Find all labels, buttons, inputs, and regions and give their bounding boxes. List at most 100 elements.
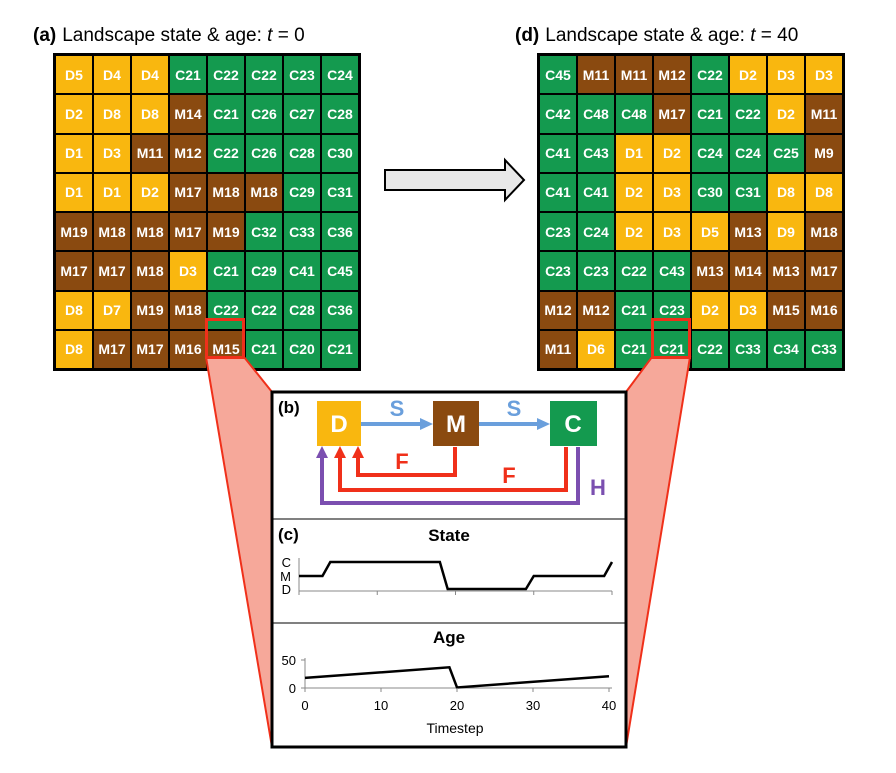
landscape-t40-cell: C21	[691, 94, 729, 134]
landscape-t0-cell: C26	[245, 94, 283, 134]
succession-arrowhead-1	[420, 418, 433, 430]
landscape-t40-cell: C23	[539, 212, 577, 252]
landscape-t40-cell: C41	[539, 172, 577, 212]
landscape-t40-cell: C43	[577, 133, 615, 173]
age-x-tick-label: 40	[602, 698, 616, 713]
landscape-t0-cell: M18	[169, 290, 207, 330]
landscape-t0-cell: C41	[283, 251, 321, 291]
fire-label-2: F	[502, 463, 515, 488]
landscape-t0-cell: C21	[245, 329, 283, 369]
landscape-t0-cell: M17	[93, 251, 131, 291]
landscape-t0-cell: D8	[55, 329, 93, 369]
succession-label-1: S	[390, 396, 405, 421]
landscape-t0-cell: D8	[131, 94, 169, 134]
landscape-t0-cell: D1	[55, 172, 93, 212]
landscape-t40-cell: C33	[805, 329, 843, 369]
age-series-line	[304, 665, 610, 689]
harvest-arrow	[320, 447, 580, 505]
panel-a-title-prefix: Landscape state & age:	[62, 25, 268, 46]
landscape-t0-cell: C21	[321, 329, 359, 369]
landscape-t0-cell: M17	[93, 329, 131, 369]
landscape-t40-cell: C24	[691, 133, 729, 173]
age-x-tick-label: 20	[450, 698, 464, 713]
landscape-t40-cell: C48	[615, 94, 653, 134]
time-arrow-icon	[384, 157, 526, 203]
age-x-tick-label: 0	[301, 698, 308, 713]
fire-arrowhead-mature	[352, 446, 364, 458]
panel-b-label: (b)	[278, 398, 300, 417]
landscape-t40-cell: C30	[691, 172, 729, 212]
landscape-t40-cell: C34	[767, 329, 805, 369]
landscape-t40-cell: M11	[805, 94, 843, 134]
state-label-m: M	[446, 411, 466, 438]
landscape-t0-cell: D8	[55, 290, 93, 330]
panel-a-title-suffix: = 0	[272, 25, 305, 46]
fire-arrow-from-climax	[338, 447, 568, 492]
landscape-t40-cell: D6	[577, 329, 615, 369]
landscape-t0-cell: C33	[283, 212, 321, 252]
landscape-t0-cell: D3	[169, 251, 207, 291]
landscape-t0-cell: M18	[207, 172, 245, 212]
landscape-t0-cell: C27	[283, 94, 321, 134]
state-y-tick-label: D	[282, 582, 291, 597]
landscape-t0-cell: C29	[245, 251, 283, 291]
landscape-t0-cell: M17	[131, 329, 169, 369]
landscape-t0-cell: C22	[207, 133, 245, 173]
landscape-t0-cell: C22	[207, 55, 245, 95]
age-x-tick-label: 10	[374, 698, 388, 713]
landscape-t40-cell: C45	[539, 55, 577, 95]
landscape-t40-cell: M11	[539, 329, 577, 369]
landscape-t0-cell: D8	[93, 94, 131, 134]
landscape-t0-cell: C24	[321, 55, 359, 95]
landscape-t40-cell: C22	[615, 251, 653, 291]
harvest-label: H	[590, 475, 606, 500]
landscape-t40-cell: D2	[767, 94, 805, 134]
panel-d-title-prefix: Landscape state & age:	[545, 25, 751, 46]
state-y-tick-label: M	[280, 569, 291, 584]
landscape-t40-cell: D3	[653, 172, 691, 212]
landscape-t40-cell: C21	[615, 290, 653, 330]
state-box-disturbed	[317, 401, 361, 446]
landscape-t40-cell: M12	[539, 290, 577, 330]
landscape-t40-cell: C43	[653, 251, 691, 291]
landscape-t40-cell: D3	[767, 55, 805, 95]
landscape-t0-cell: C36	[321, 212, 359, 252]
landscape-t0-cell: M11	[131, 133, 169, 173]
landscape-t40-cell: C23	[539, 251, 577, 291]
landscape-t40-cell: C22	[691, 329, 729, 369]
age-y-tick-label: 0	[289, 681, 296, 696]
landscape-t0-cell: C36	[321, 290, 359, 330]
succession-label-2: S	[507, 396, 522, 421]
state-box-mature	[433, 401, 479, 446]
landscape-t0-cell: D4	[131, 55, 169, 95]
landscape-t0-cell: D1	[93, 172, 131, 212]
fire-arrow-from-mature	[356, 447, 457, 477]
panel-d-time-variable: t	[750, 25, 756, 46]
landscape-t0-cell: C31	[321, 172, 359, 212]
landscape-t40-cell: D2	[615, 212, 653, 252]
state-label-d: D	[330, 411, 347, 438]
landscape-t0-cell: C30	[321, 133, 359, 173]
landscape-t40-cell: C48	[577, 94, 615, 134]
landscape-t40-cell: D8	[767, 172, 805, 212]
panel-d-title: (d) Landscape state & age: t = 40	[515, 25, 798, 47]
landscape-t40-cell: C23	[577, 251, 615, 291]
landscape-t40-cell: D3	[805, 55, 843, 95]
fire-arrowhead-climax	[334, 446, 346, 458]
state-y-tick-label: C	[282, 555, 291, 570]
landscape-t40-cell: D3	[729, 290, 767, 330]
landscape-t40-cell: C22	[729, 94, 767, 134]
highlight-cell-t40	[651, 318, 691, 359]
landscape-t40-cell: D9	[767, 212, 805, 252]
landscape-t0-cell: D5	[55, 55, 93, 95]
landscape-t0-cell: C28	[321, 94, 359, 134]
landscape-t40-cell: M9	[805, 133, 843, 173]
landscape-grid-t0: D5 D4 D4 C21 C22 C22 C23 C24 D2 D8 D8 M14 C21 C26 C27 C…	[53, 53, 361, 371]
landscape-t0-cell: M17	[169, 212, 207, 252]
landscape-t40-cell: D1	[615, 133, 653, 173]
landscape-t0-cell: C32	[245, 212, 283, 252]
landscape-t0-cell: C21	[207, 94, 245, 134]
landscape-t40-cell: D5	[691, 212, 729, 252]
state-chart-title: State	[428, 526, 470, 545]
landscape-t40-cell: C21	[615, 329, 653, 369]
